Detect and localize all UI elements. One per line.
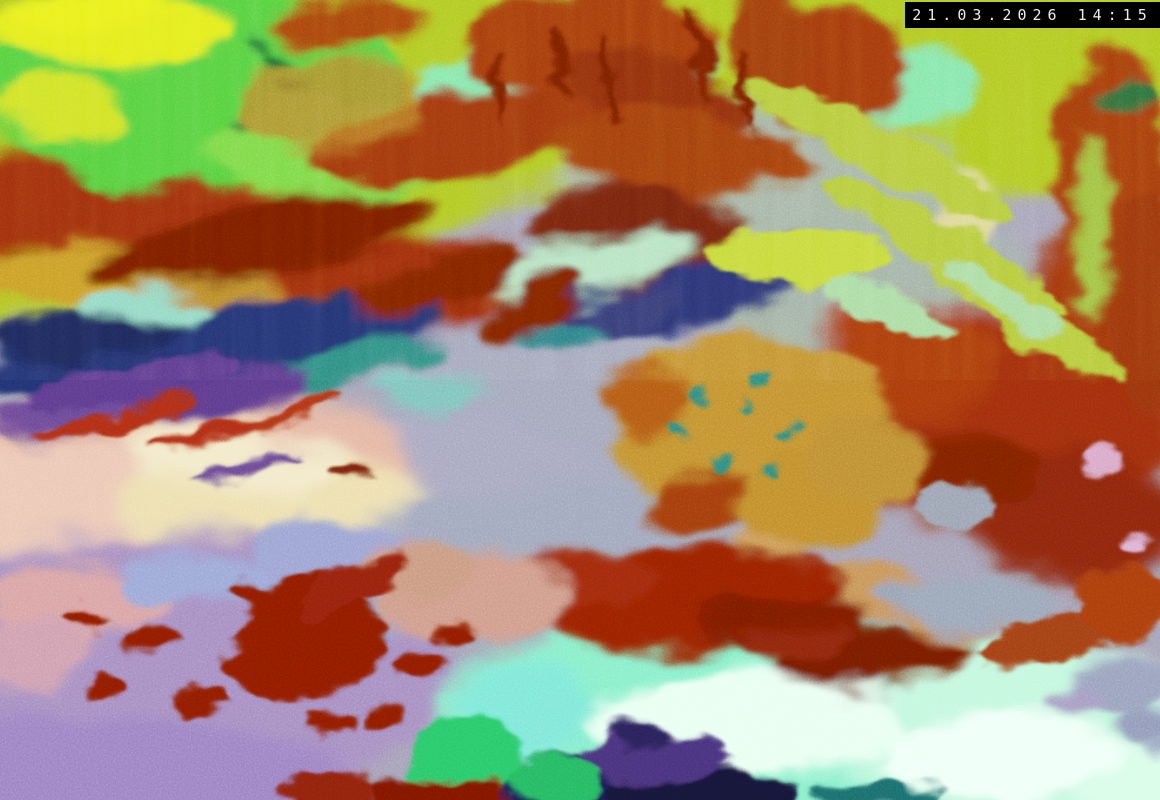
timestamp-text: 21.03.2026 14:15	[912, 6, 1153, 24]
timestamp-overlay: 21.03.2026 14:15	[905, 2, 1160, 28]
